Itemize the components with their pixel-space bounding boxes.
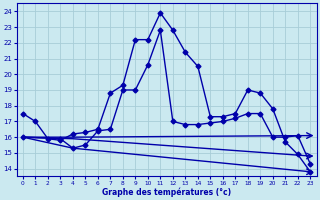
X-axis label: Graphe des températures (°c): Graphe des températures (°c) bbox=[102, 187, 231, 197]
